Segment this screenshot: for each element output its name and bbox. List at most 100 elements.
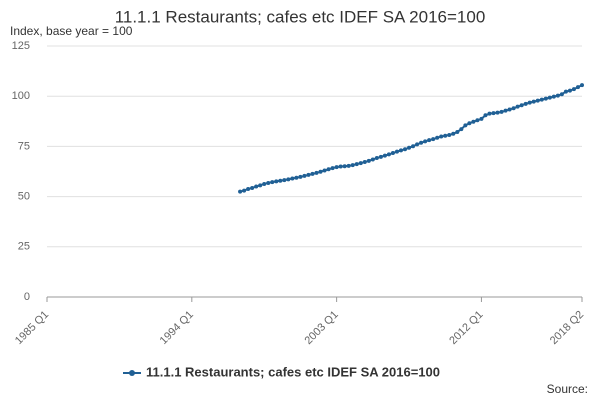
point (278, 178, 283, 183)
point (491, 111, 496, 116)
point (447, 132, 452, 137)
point (274, 179, 279, 184)
legend-marker (129, 370, 135, 376)
point (567, 88, 572, 93)
subtitle: Index, base year = 100 (10, 24, 133, 38)
point (330, 166, 335, 171)
y-tick-label: 50 (18, 191, 30, 203)
point (580, 83, 584, 88)
point (559, 92, 564, 97)
point (575, 85, 580, 90)
point (374, 156, 379, 161)
point (250, 185, 255, 190)
point (547, 95, 552, 100)
point (270, 180, 275, 185)
point (435, 135, 440, 140)
point (467, 121, 472, 126)
point (539, 97, 544, 102)
point (511, 106, 516, 111)
x-tick-label: 2003 Q1 (302, 309, 340, 347)
point (286, 177, 291, 182)
point (342, 164, 347, 169)
point (310, 171, 315, 176)
point (535, 98, 540, 103)
point (543, 96, 548, 101)
point (531, 99, 536, 104)
point (358, 161, 363, 166)
point (294, 175, 299, 180)
point (398, 148, 403, 153)
point (346, 163, 351, 168)
y-tick-label: 125 (12, 40, 30, 52)
point (439, 134, 444, 139)
point (471, 119, 476, 124)
y-tick-label: 25 (18, 241, 30, 253)
legend-label: 11.1.1 Restaurants; cafes etc IDEF SA 20… (146, 364, 440, 379)
y-tick-label: 0 (24, 291, 30, 303)
point (282, 178, 287, 183)
point (334, 165, 339, 170)
point (427, 138, 432, 143)
point (555, 93, 560, 98)
point (407, 145, 412, 150)
point (403, 147, 408, 152)
point (463, 123, 468, 128)
point (507, 107, 512, 112)
x-tick-label: 1985 Q1 (13, 309, 51, 347)
point (499, 109, 504, 114)
point (415, 142, 420, 147)
point (242, 188, 247, 193)
point (503, 108, 508, 113)
y-tick-label: 75 (18, 140, 30, 152)
point (527, 100, 532, 105)
point (483, 113, 488, 118)
point (394, 149, 399, 154)
point (306, 172, 311, 177)
point (571, 87, 576, 92)
point (314, 170, 319, 175)
point (322, 168, 327, 173)
y-tick-label: 100 (12, 90, 30, 102)
point (254, 184, 259, 189)
point (338, 164, 343, 169)
x-tick-label: 1994 Q1 (158, 309, 196, 347)
point (443, 133, 448, 138)
point (298, 174, 303, 179)
source: Source: (547, 382, 588, 396)
point (487, 111, 492, 116)
point (354, 162, 359, 167)
point (475, 118, 480, 123)
point (563, 89, 568, 94)
point (266, 180, 271, 185)
point (262, 181, 267, 186)
point (378, 154, 383, 159)
point (326, 167, 331, 172)
point (246, 186, 251, 191)
point (459, 127, 464, 132)
point (551, 94, 556, 99)
point (370, 157, 375, 162)
x-tick-label: 2012 Q1 (447, 309, 485, 347)
point (238, 189, 243, 194)
point (290, 176, 295, 181)
chart-title: 11.1.1 Restaurants; cafes etc IDEF SA 20… (115, 7, 486, 26)
point (523, 101, 528, 106)
point (495, 110, 500, 115)
point (423, 139, 428, 144)
point (350, 163, 355, 168)
x-tick-label: 2018 Q2 (548, 309, 586, 347)
point (366, 158, 371, 163)
point (302, 173, 307, 178)
point (451, 131, 456, 136)
point (431, 137, 436, 142)
point (386, 152, 391, 157)
point (318, 169, 323, 174)
point (390, 151, 395, 156)
point (479, 116, 484, 121)
point (411, 144, 416, 149)
point (258, 183, 263, 188)
point (519, 103, 524, 108)
point (382, 153, 387, 158)
point (419, 140, 424, 145)
